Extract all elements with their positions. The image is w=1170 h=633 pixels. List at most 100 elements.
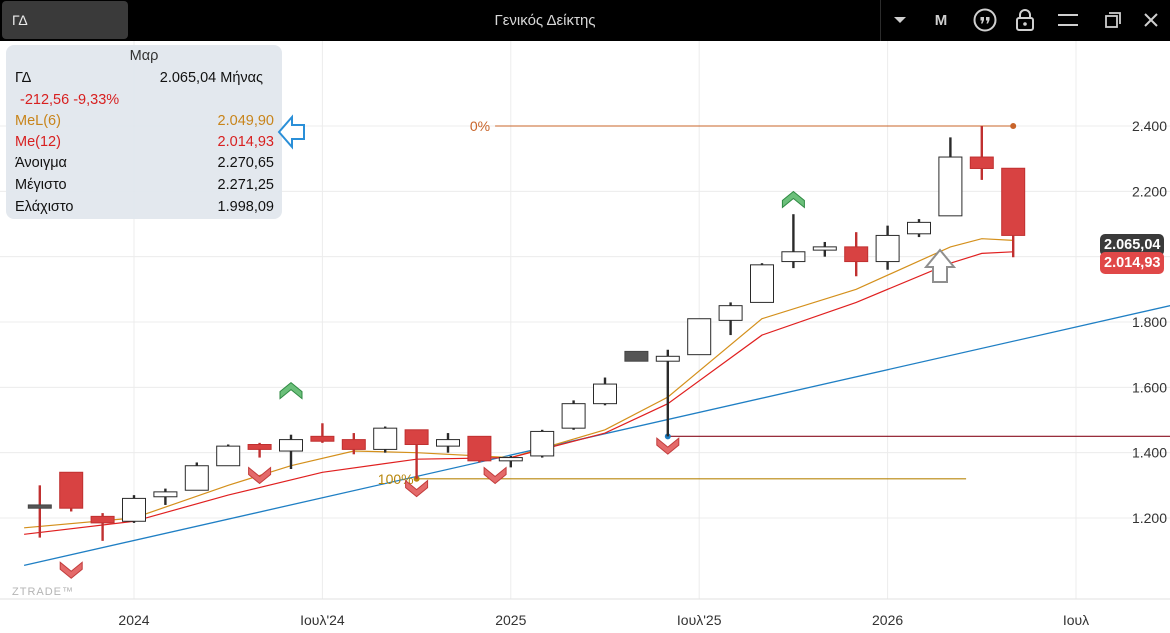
period-button[interactable]: M [934,11,948,29]
buy-signal-icon [781,190,805,209]
candle-body [404,429,429,445]
candle-body [593,383,617,405]
candle [938,137,963,217]
candle [655,349,680,437]
ma-line-mel6 [24,238,1014,529]
candle [624,350,649,362]
candle [247,442,272,458]
candle [310,423,335,443]
candle [875,225,900,270]
info-period: Μήνας [220,70,263,86]
sell-signal-icon [59,561,83,579]
candle [844,232,869,277]
y-tick-label: 1.200 [1132,510,1167,526]
info-open-value: 2.270,65 [217,155,274,171]
candle-body [59,471,84,509]
chart-grid [0,41,1170,600]
signals [59,190,805,579]
candle-body [122,497,146,522]
info-ma1-label: MeL(6) [15,113,61,129]
candle-body [1001,167,1026,236]
sell-signal-icon [483,466,507,485]
candle [561,400,586,430]
candle-body [907,221,931,235]
y-tick-label: 2.400 [1132,118,1167,134]
candle-body [561,403,586,429]
candle [279,434,303,469]
axes: 1.200 1.400 1.600 1.800 2.200 2.400 2024 Ιουλ'2… [118,118,1167,628]
candle-body [436,439,460,447]
candle-body [875,234,900,263]
sell-signal-icon [248,466,272,485]
info-header: Μαρ [129,48,159,64]
info-row-high: Μέγιστο 2.271,25 [15,175,274,195]
candle-body [812,246,837,251]
x-tick-label: Ιουλ'25 [677,612,722,628]
quote-icon[interactable] [970,5,1000,35]
info-high-label: Μέγιστο [15,177,67,193]
candle-body [844,246,869,263]
close-icon[interactable] [1136,5,1166,35]
fib-level-label: 0% [470,118,490,134]
info-row-ma2: Me(12) 2.014,93 [15,132,274,152]
candle [907,219,931,238]
chart-title: Γενικός Δείκτης [494,12,596,29]
candle [467,435,492,463]
candle [436,433,460,453]
sell-signal-icon [405,479,429,498]
x-tick-label: Ιουλ [1063,612,1089,628]
info-panel: Μαρ ΓΔ 2.065,04 Μήνας -212,56 -9,33% MeL… [6,45,282,219]
candle-body [341,439,366,450]
info-row-open: Άνοιγμα 2.270,65 [15,153,274,173]
candle-body [969,156,994,169]
candle-body [310,435,335,442]
candle [153,488,178,505]
candle [687,318,712,356]
candle [969,126,994,180]
candle [1001,167,1026,258]
fib-level-anchor [1010,123,1017,129]
candle [530,429,555,458]
info-symbol: ΓΔ [15,70,32,86]
restore-window-icon[interactable] [1098,5,1128,35]
top-toolbar: ΓΔ Γενικός Δείκτης M [0,0,1170,41]
x-tick-label: 2025 [495,612,526,628]
candle-body [216,445,241,467]
info-ma1-value: 2.049,90 [217,113,274,129]
candle [750,263,774,303]
toolbar-divider [880,0,881,41]
candle-body [718,305,743,321]
candle-body [153,491,178,498]
x-tick-label: 2026 [872,612,903,628]
y-tick-label: 1.400 [1132,445,1167,461]
candle [184,462,209,491]
info-row-low: Ελάχιστο 1.998,09 [15,197,274,217]
dropdown-icon[interactable] [886,5,914,35]
candle-body [467,435,492,462]
symbol-input[interactable]: ΓΔ [2,1,128,39]
watermark: ZTRADE™ [12,586,74,598]
candle [59,471,84,512]
candle [27,485,52,538]
price-chart[interactable]: 0% 100% 1.200 1.400 1.600 1.800 2.200 2.400 202… [0,41,1170,628]
chart-area[interactable]: 0% 100% 1.200 1.400 1.600 1.800 2.200 2.400 202… [0,41,1170,628]
candle-body [624,350,649,362]
y-tick-label: 2.200 [1132,183,1167,199]
info-change-pct: -9,33% [73,92,120,108]
sell-signal-icon [656,437,680,455]
info-change-abs: -212,56 [20,92,70,108]
candle-body [184,465,209,491]
info-low-label: Ελάχιστο [15,199,74,215]
info-high-value: 2.271,25 [217,177,274,193]
candle [404,429,429,479]
candle [718,302,743,336]
info-low-value: 1.998,09 [217,199,274,215]
info-row-change: -212,56 -9,33% [15,90,274,110]
candle-body [90,515,115,524]
info-close-period: 2.065,04 Μήνας [160,68,263,88]
candle [812,241,837,257]
menu-icon[interactable] [1052,5,1084,35]
lock-icon[interactable] [1010,5,1040,35]
candle [373,426,398,453]
up-arrow-icon [923,248,957,283]
